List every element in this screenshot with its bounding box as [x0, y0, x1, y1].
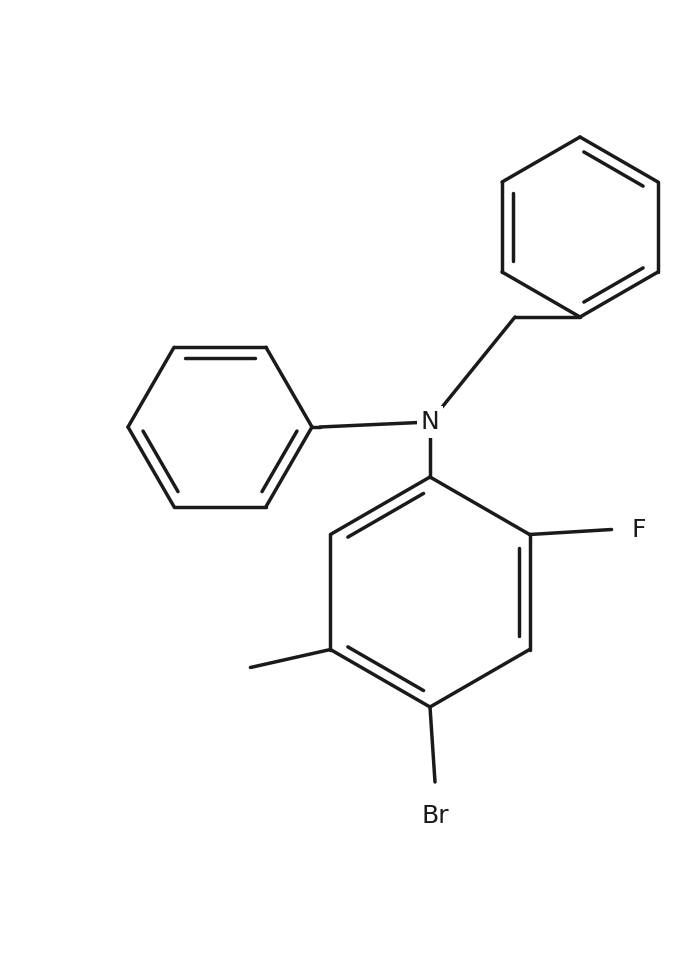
Text: Br: Br [421, 804, 449, 828]
Text: N: N [421, 410, 439, 434]
Text: F: F [631, 517, 646, 541]
